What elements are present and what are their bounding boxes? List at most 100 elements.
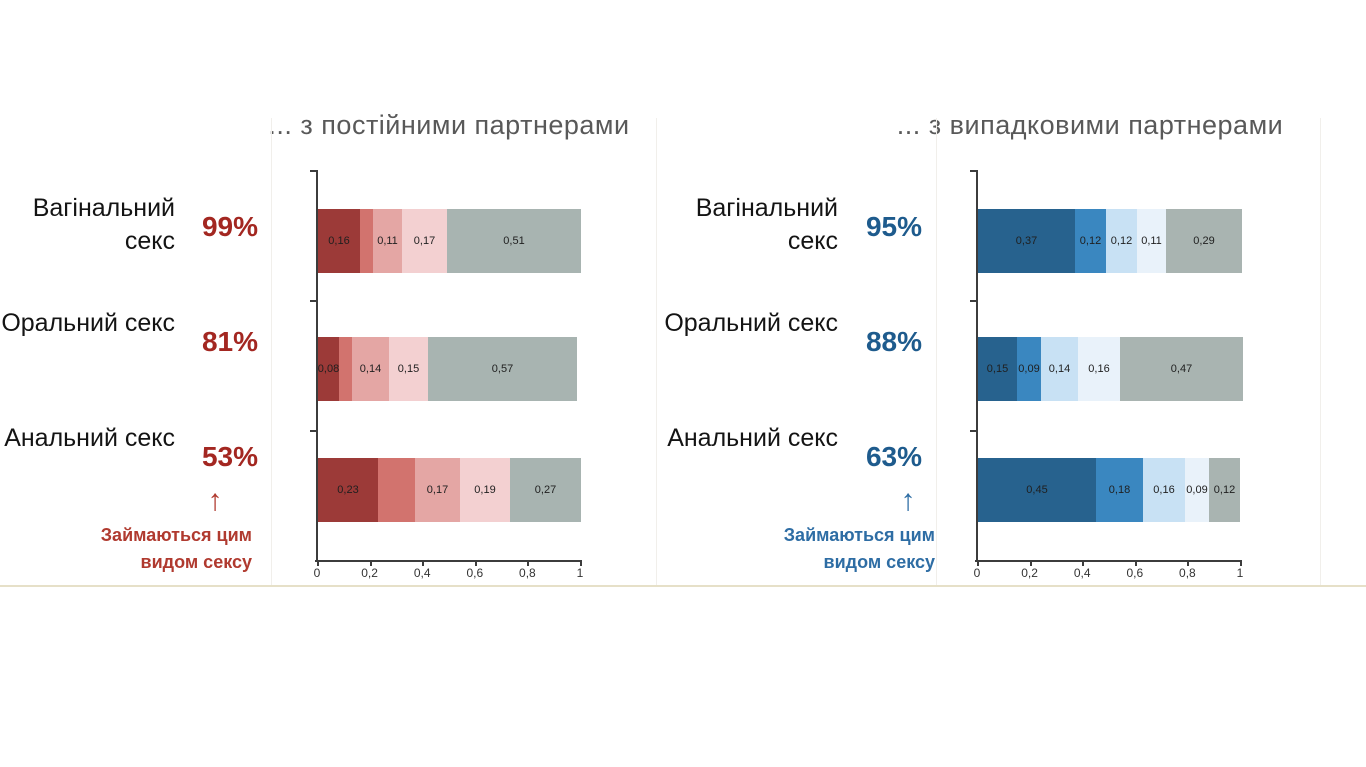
y-axis-tick (970, 300, 976, 302)
x-axis-tick-label: 0,6 (1126, 566, 1144, 580)
y-axis-tick (310, 430, 316, 432)
bar-segment-label: 0,15 (397, 363, 420, 375)
bar-segment: 0,37 (978, 209, 1075, 273)
bar-segment-label: 0,27 (534, 484, 557, 496)
x-axis-tick (1240, 562, 1242, 566)
annotation-text: Займаються цим видом сексу (100, 525, 252, 572)
bar-segment: 0,17 (415, 458, 460, 522)
x-axis-tick-label: 1 (1236, 566, 1244, 580)
x-axis-tick (1082, 562, 1085, 566)
bar-segment: 0,57 (428, 337, 577, 401)
panel-border-line (271, 118, 272, 585)
bar-segment (339, 337, 352, 401)
bar-segment: 0,15 (978, 337, 1017, 401)
bar-segment-label: 0,16 (1088, 363, 1110, 375)
bar-segment: 0,27 (510, 458, 581, 522)
category-total-percent: 95% (865, 211, 922, 242)
bar-segment-label: 0,23 (337, 484, 359, 496)
bar-segment-label: 0,11 (1141, 235, 1162, 247)
x-axis-tick (1134, 562, 1137, 566)
bar-segment-label: 0,37 (1015, 235, 1038, 247)
bar-segment-label: 0,16 (1153, 484, 1175, 496)
bar-segment: 0,18 (1096, 458, 1143, 522)
panel-title-regular: ... з постійними партнерами (268, 110, 630, 140)
stacked-bar: 0,08 0,14 0,15 0,57 (318, 337, 577, 401)
bar-segment: 0,14 (1041, 337, 1078, 401)
category-label: Анальний секс (667, 424, 838, 452)
category-label: Вагінальний секс (32, 194, 175, 255)
bar-segment-label: 0,08 (317, 363, 340, 375)
bar-segment: 0,11 (373, 209, 402, 273)
bar-segment: 0,09 (1185, 458, 1209, 522)
panel-border-line (656, 118, 657, 585)
bar-segment (360, 209, 373, 273)
bar-segment: 0,16 (1143, 458, 1185, 522)
x-axis-tick-label: 1 (576, 566, 584, 580)
bar-segment: 0,14 (352, 337, 389, 401)
bar-segment (378, 458, 415, 522)
bar-segment: 0,15 (389, 337, 428, 401)
x-axis-tick-label: 0,6 (466, 566, 484, 580)
x-axis-tick-label: 0,2 (1021, 566, 1038, 580)
x-axis-tick (1187, 562, 1190, 566)
category-label: Оральний секс (1, 309, 175, 337)
x-axis-tick (369, 562, 372, 566)
bar-segment: 0,12 (1209, 458, 1240, 522)
x-axis-line (975, 560, 1242, 562)
bar-segment-label: 0,19 (474, 484, 496, 496)
x-axis-tick (317, 562, 319, 566)
category-label: Оральний секс (664, 309, 838, 337)
bar-segment-label: 0,11 (377, 235, 398, 247)
category-total-percent: 53% (201, 441, 258, 472)
bar-segment-label: 0,12 (1110, 235, 1133, 247)
x-axis-tick-label: 0 (313, 566, 321, 580)
y-axis-tick (310, 300, 316, 302)
bar-segment: 0,17 (402, 209, 447, 273)
bar-segment-label: 0,14 (359, 363, 382, 375)
bar-segment-label: 0,57 (491, 363, 514, 375)
bar-segment-label: 0,15 (986, 363, 1009, 375)
bar-segment: 0,51 (447, 209, 581, 273)
stacked-bar: 0,16 0,11 0,17 0,51 (318, 209, 581, 273)
stacked-bar: 0,37 0,12 0,12 0,11 0,29 (978, 209, 1242, 273)
y-axis-line (976, 170, 978, 562)
x-axis-tick-label: 0 (973, 566, 981, 580)
annotation-arrow-icon: ↑ (207, 484, 223, 517)
bar-segment: 0,12 (1106, 209, 1137, 273)
bar-segment-label: 0,18 (1108, 484, 1131, 496)
annotation-arrow-icon: ↑ (900, 484, 916, 517)
x-axis-tick (977, 562, 979, 566)
bar-segment: 0,16 (318, 209, 360, 273)
bar-segment: 0,16 (1078, 337, 1120, 401)
panel-title-casual: ... з випадковими партнерами (896, 110, 1284, 140)
bar-segment: 0,23 (318, 458, 378, 522)
bar-segment-label: 0,47 (1170, 363, 1193, 375)
y-axis-tick (310, 170, 316, 172)
x-axis-tick-label: 0,2 (361, 566, 378, 580)
bar-segment-label: 0,09 (1186, 484, 1208, 496)
y-axis-tick (970, 430, 976, 432)
category-label: Вагінальний секс (695, 194, 838, 255)
bar-segment: 0,08 (318, 337, 339, 401)
bar-segment: 0,12 (1075, 209, 1106, 273)
bar-segment-label: 0,12 (1079, 235, 1102, 247)
bottom-border-line (0, 585, 1366, 587)
stacked-bar: 0,23 0,17 0,19 0,27 (318, 458, 581, 522)
x-axis-tick-label: 0,4 (413, 566, 431, 580)
x-axis-tick-label: 0,4 (1073, 566, 1091, 580)
x-axis-tick (580, 562, 582, 566)
bar-segment-label: 0,51 (503, 235, 525, 247)
category-label: Анальний секс (4, 424, 175, 452)
bar-segment: 0,45 (978, 458, 1096, 522)
bar-segment-label: 0,29 (1193, 235, 1215, 247)
bar-segment-label: 0,09 (1018, 363, 1040, 375)
bar-segment-label: 0,17 (413, 235, 436, 247)
y-axis-line (316, 170, 318, 562)
x-axis-tick (1029, 562, 1032, 566)
annotation-text: Займаються цим видом сексу (783, 525, 935, 572)
panel-border-line (936, 118, 937, 585)
category-total-percent: 81% (201, 326, 258, 357)
